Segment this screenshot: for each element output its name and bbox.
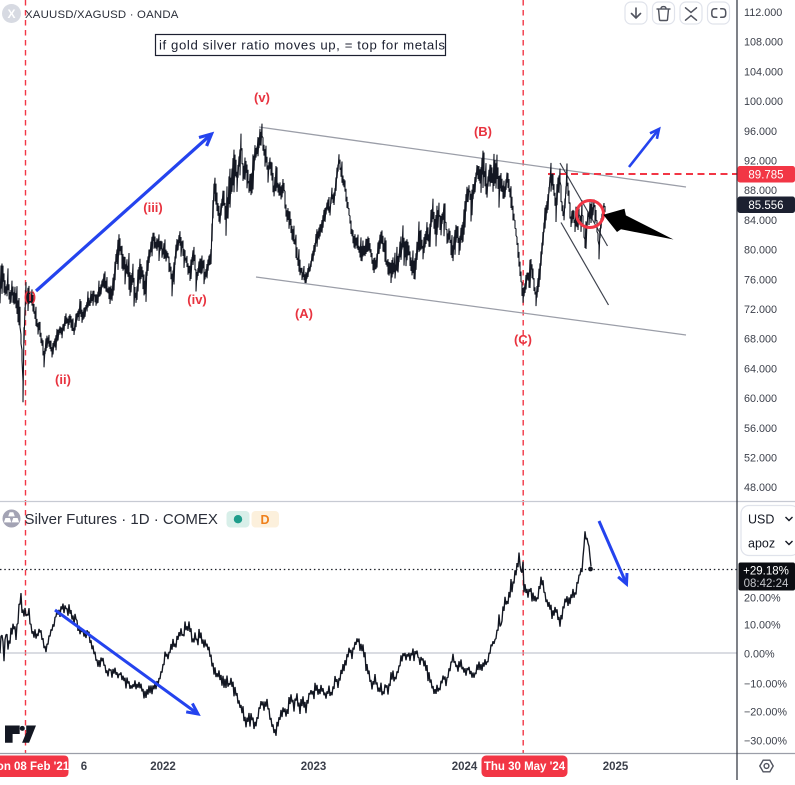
svg-text:X: X <box>7 7 15 21</box>
svg-text:(C): (C) <box>514 332 532 347</box>
svg-text:(iv): (iv) <box>187 292 207 307</box>
svg-text:0.00%: 0.00% <box>744 649 775 661</box>
svg-text:48.000: 48.000 <box>744 482 777 494</box>
svg-text:72.000: 72.000 <box>744 304 777 316</box>
svg-text:(i): (i) <box>24 289 36 304</box>
svg-text:(v): (v) <box>254 90 270 105</box>
svg-text:100.000: 100.000 <box>744 96 783 108</box>
svg-text:6: 6 <box>81 761 87 773</box>
svg-text:2024: 2024 <box>452 761 478 773</box>
svg-text:104.000: 104.000 <box>744 66 783 78</box>
svg-text:52.000: 52.000 <box>744 453 777 465</box>
svg-text:on 08 Feb '21: on 08 Feb '21 <box>0 761 70 773</box>
svg-text:−10.00%: −10.00% <box>744 679 787 691</box>
svg-text:Silver Futures · 1D · COMEX: Silver Futures · 1D · COMEX <box>25 511 218 528</box>
svg-text:D: D <box>260 513 269 527</box>
svg-text:+29.18%: +29.18% <box>743 566 789 578</box>
svg-text:56.000: 56.000 <box>744 423 777 435</box>
svg-text:XAUUSD/XAGUSD · OANDA: XAUUSD/XAGUSD · OANDA <box>25 9 179 21</box>
svg-text:64.000: 64.000 <box>744 363 777 375</box>
svg-text:20.00%: 20.00% <box>744 593 781 605</box>
svg-text:80.000: 80.000 <box>744 245 777 257</box>
svg-text:08:42:24: 08:42:24 <box>744 578 789 590</box>
svg-text:68.000: 68.000 <box>744 334 777 346</box>
svg-text:10.00%: 10.00% <box>744 620 781 632</box>
svg-text:apoz: apoz <box>748 537 775 551</box>
svg-text:76.000: 76.000 <box>744 274 777 286</box>
svg-text:USD: USD <box>748 513 774 527</box>
svg-text:−30.00%: −30.00% <box>744 736 787 748</box>
svg-text:92.000: 92.000 <box>744 156 777 168</box>
svg-text:89.785: 89.785 <box>748 170 783 182</box>
svg-text:2025: 2025 <box>603 761 629 773</box>
svg-text:60.000: 60.000 <box>744 393 777 405</box>
svg-text:(B): (B) <box>474 124 492 139</box>
svg-text:(iii): (iii) <box>143 200 163 215</box>
svg-text:88.000: 88.000 <box>744 185 777 197</box>
svg-text:108.000: 108.000 <box>744 37 783 49</box>
svg-text:96.000: 96.000 <box>744 126 777 138</box>
svg-text:if gold silver ratio moves up,: if gold silver ratio moves up, = top for… <box>159 38 446 53</box>
svg-text:−20.00%: −20.00% <box>744 707 787 719</box>
svg-text:(ii): (ii) <box>55 372 71 387</box>
svg-text:84.000: 84.000 <box>744 215 777 227</box>
svg-text:2023: 2023 <box>301 761 327 773</box>
svg-text:85.556: 85.556 <box>748 200 783 212</box>
svg-text:(A): (A) <box>295 306 313 321</box>
svg-text:Thu 30 May '24: Thu 30 May '24 <box>484 761 566 773</box>
svg-text:112.000: 112.000 <box>744 7 782 19</box>
svg-text:2022: 2022 <box>150 761 176 773</box>
